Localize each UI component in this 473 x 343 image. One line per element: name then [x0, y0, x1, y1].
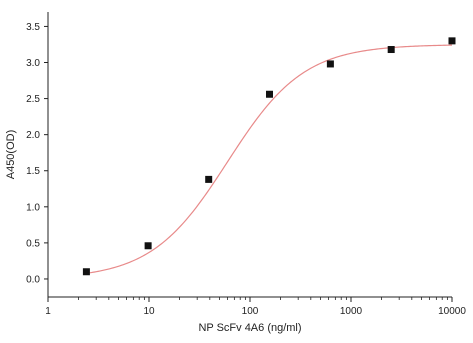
y-tick-label: 0.0: [26, 274, 40, 285]
fit-curve: [86, 44, 453, 274]
x-tick-label: 1: [45, 306, 51, 317]
data-points: [82, 37, 456, 276]
x-tick-label: 10: [143, 306, 155, 317]
y-axis-label: A450(OD): [5, 130, 17, 180]
data-point: [448, 37, 456, 45]
data-point: [387, 46, 395, 54]
x-tick-label: 1000: [340, 306, 363, 317]
y-tick-label: 3.0: [26, 58, 40, 69]
y-ticks: 0.0 0.5 1.0 1.5 2.0 2.5 3.0 3.5: [26, 22, 48, 285]
y-tick-label: 1.5: [26, 166, 40, 177]
y-tick-label: 2.0: [26, 130, 40, 141]
axes: [47, 12, 452, 298]
x-ticks: 1 10 100 1000 10000: [45, 297, 466, 317]
y-tick-label: 0.5: [26, 238, 40, 249]
x-axis-label: NP ScFv 4A6 (ng/ml): [198, 322, 301, 334]
y-tick-label: 1.0: [26, 202, 40, 213]
data-point: [326, 60, 334, 68]
y-tick-label: 3.5: [26, 22, 40, 33]
data-point: [82, 268, 90, 276]
y-tick-label: 2.5: [26, 94, 40, 105]
data-point: [205, 175, 213, 183]
x-tick-label: 10000: [438, 306, 466, 317]
data-point: [144, 242, 152, 250]
data-point: [266, 90, 274, 98]
x-tick-label: 100: [242, 306, 259, 317]
